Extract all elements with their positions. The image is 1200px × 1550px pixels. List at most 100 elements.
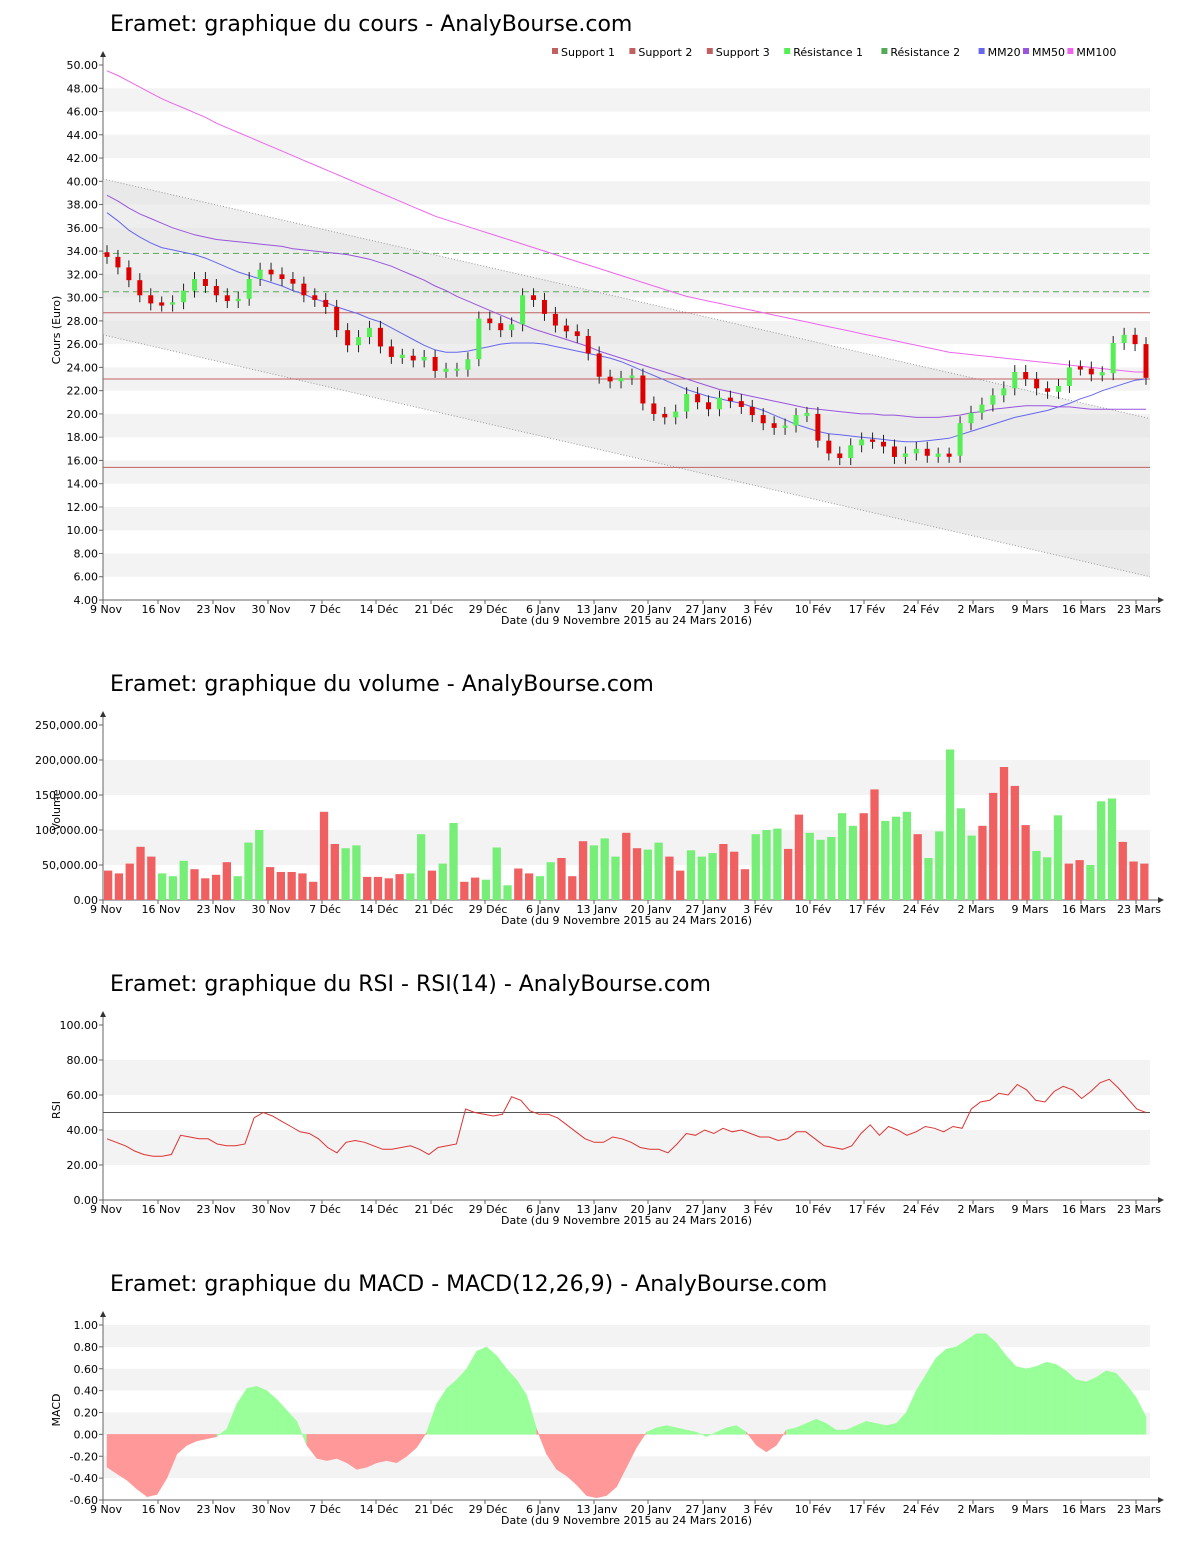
legend-swatch: [784, 48, 791, 54]
macd-area-segment: [1005, 1354, 1017, 1435]
volume-bar: [600, 838, 609, 900]
x-tick-label: 30 Nov: [252, 1503, 291, 1516]
candle-body: [181, 290, 187, 303]
x-tick-label: 30 Nov: [252, 903, 291, 916]
x-tick-label: 10 Fév: [795, 903, 832, 916]
candle-body: [1099, 372, 1105, 376]
volume-bar: [1107, 798, 1117, 900]
volume-bar: [568, 876, 577, 900]
y-tick-label: 36.00: [67, 222, 99, 235]
macd-area-segment: [386, 1434, 397, 1464]
macd-area-segment: [616, 1434, 627, 1488]
volume-bar: [503, 885, 512, 900]
candle-body: [935, 453, 941, 457]
volume-bar: [449, 823, 458, 900]
x-tick-label: 14 Déc: [360, 603, 399, 616]
candle-body: [1001, 388, 1007, 396]
y-axis-label: RSI: [50, 1101, 63, 1119]
x-tick-label: 16 Mars: [1062, 903, 1106, 916]
volume-bar: [697, 856, 706, 900]
x-tick-label: 6 Janv: [526, 1203, 560, 1216]
candle-body: [104, 252, 110, 257]
x-tick-label: 27 Janv: [686, 903, 727, 916]
x-tick-label: 2 Mars: [958, 903, 995, 916]
macd-area-segment: [606, 1434, 617, 1497]
volume-chart: 0.00 50,000.00 100,000.00 150,000.00 200,000…: [35, 711, 1164, 927]
candle-body: [881, 441, 887, 447]
volume-bar: [719, 844, 728, 900]
candle-body: [1132, 334, 1138, 345]
candle-body: [1143, 344, 1149, 378]
volume-bar: [384, 878, 393, 900]
candle-body: [946, 453, 952, 457]
macd-area-segment: [1125, 1383, 1137, 1435]
x-tick-label: 2 Mars: [958, 603, 995, 616]
candle-body: [706, 402, 712, 410]
x-tick-label: 16 Nov: [142, 1203, 181, 1216]
y-tick-label: 60.00: [67, 1089, 99, 1102]
macd-area-segment: [1045, 1361, 1057, 1435]
x-tick-label: 23 Nov: [197, 1503, 236, 1516]
volume-bar: [1064, 863, 1073, 900]
y-tick-label: 0.80: [74, 1341, 99, 1354]
volume-bar: [1129, 861, 1138, 900]
macd-area-segment: [276, 1398, 288, 1435]
candle-body: [170, 302, 176, 305]
x-tick-label: 21 Déc: [415, 903, 454, 916]
volume-bar: [287, 872, 296, 900]
volume-bar: [1075, 860, 1084, 900]
macd-area-segment: [1095, 1370, 1107, 1435]
candle-body: [115, 256, 121, 268]
volume-bar: [913, 834, 922, 900]
x-tick-label: 30 Nov: [252, 1203, 291, 1216]
x-tick-label: 16 Nov: [142, 903, 181, 916]
macd-area-segment: [746, 1431, 757, 1447]
macd-area-segment: [945, 1346, 957, 1435]
x-tick-label: 29 Déc: [469, 603, 508, 616]
y-tick-label: 50.00: [67, 59, 99, 72]
volume-bar: [978, 825, 987, 900]
candle-body: [913, 448, 919, 454]
macd-area-segment: [176, 1434, 188, 1455]
volume-bar: [373, 876, 383, 900]
macd-area-segment: [766, 1434, 777, 1453]
x-tick-label: 13 Janv: [577, 1203, 618, 1216]
x-tick-label: 17 Fév: [849, 603, 886, 616]
candle-body: [1110, 342, 1116, 374]
candle-body: [334, 306, 340, 331]
y-tick-label: 12.00: [67, 501, 99, 514]
y-axis-arrow: [100, 711, 106, 717]
candle-body: [476, 318, 482, 360]
volume-bar: [794, 814, 804, 900]
x-tick-label: 3 Fév: [743, 1203, 773, 1216]
x-tick-label: 16 Mars: [1062, 1503, 1106, 1516]
candle-body: [804, 412, 810, 417]
macd-area-segment: [955, 1339, 967, 1435]
macd-area-segment: [206, 1434, 218, 1440]
candle-body: [432, 356, 438, 371]
mm20-line: [106, 212, 1147, 443]
volume-bar: [827, 837, 836, 900]
candle-body: [421, 356, 427, 361]
macd-area-segment: [1075, 1379, 1087, 1435]
volume-bar: [157, 873, 167, 900]
volume-bar: [837, 813, 847, 900]
grid-band: [103, 88, 1150, 112]
trend-channel-lower: [102, 334, 1151, 578]
volume-bar: [1010, 785, 1019, 900]
macd-area-segment: [326, 1434, 338, 1461]
y-tick-label: 48.00: [67, 82, 99, 95]
rsi-chart-title: Eramet: graphique du RSI - RSI(14) - Ana…: [110, 972, 711, 997]
macd-area-segment: [596, 1434, 607, 1499]
macd-area-segment: [506, 1368, 517, 1435]
x-tick-label: 7 Déc: [309, 603, 341, 616]
x-tick-label: 9 Nov: [90, 1203, 122, 1216]
volume-bar: [244, 842, 253, 900]
x-tick-label: 20 Janv: [631, 603, 672, 616]
candle-body: [782, 425, 788, 428]
x-tick-label: 29 Déc: [469, 1503, 508, 1516]
candle-body: [202, 279, 208, 286]
macd-area-segment: [866, 1420, 877, 1435]
y-tick-label: 20.00: [67, 408, 99, 421]
volume-bar: [265, 867, 275, 900]
